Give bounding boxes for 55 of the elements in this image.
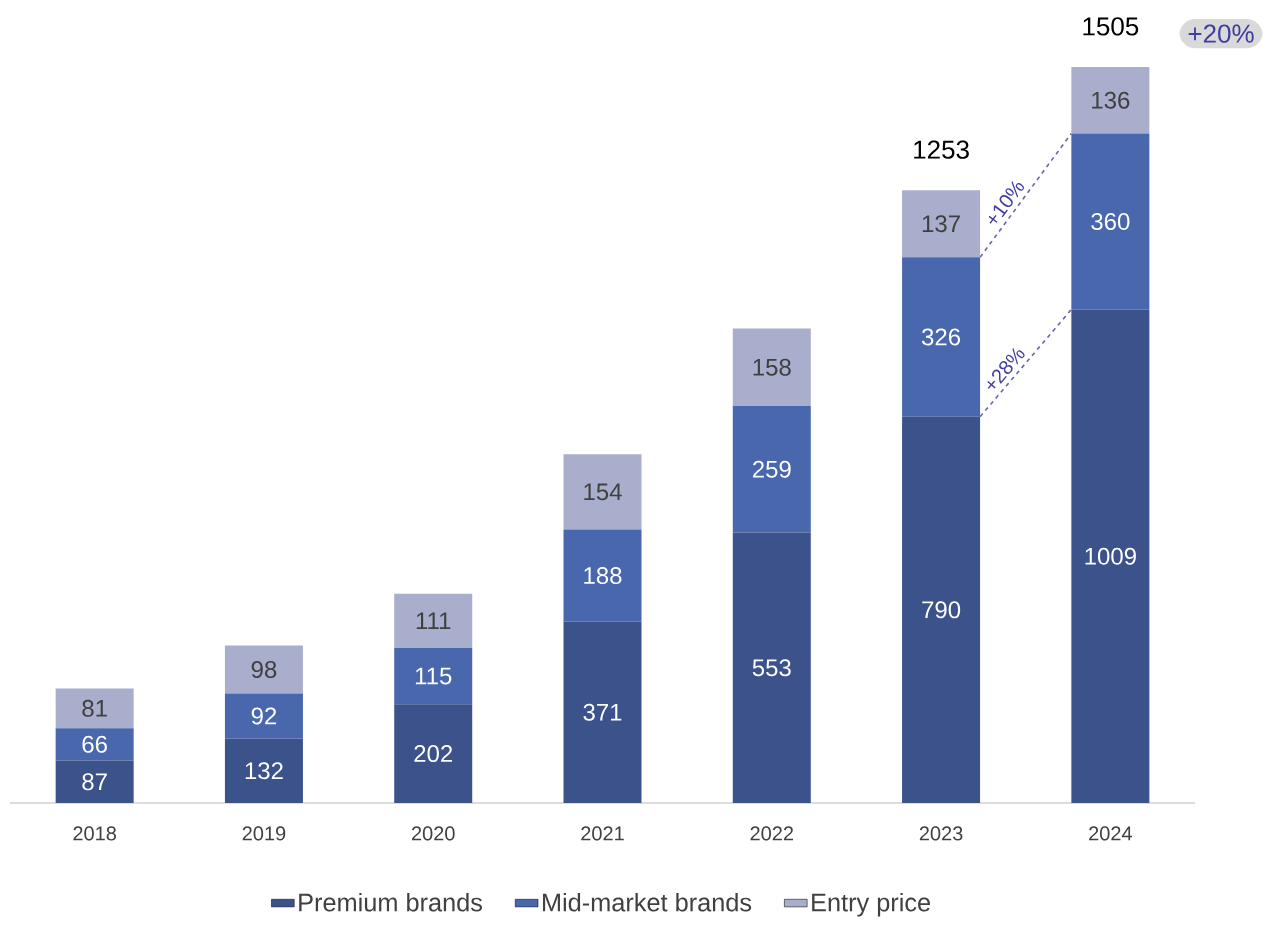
bar [224, 738, 303, 803]
data-label: 158 [753, 358, 791, 376]
x-tick-label: 2019 [242, 826, 286, 841]
bar [902, 190, 981, 258]
legend-label: Premium brands [299, 892, 483, 912]
data-label: 202 [414, 745, 453, 763]
bar [1071, 309, 1150, 803]
data-label: 360 [1091, 213, 1130, 231]
bar [1071, 66, 1150, 134]
data-label: 87 [82, 773, 107, 791]
bar [732, 532, 811, 803]
data-label: 98 [251, 660, 277, 678]
x-tick-label: 2022 [750, 826, 794, 841]
bar [394, 593, 473, 648]
text: +20% [1188, 24, 1254, 43]
x-tick-label: 2023 [919, 826, 963, 841]
data-label: 137 [922, 215, 960, 233]
bar [55, 688, 134, 729]
bar [732, 405, 811, 533]
data-label: 132 [245, 762, 283, 780]
bar [732, 328, 811, 406]
data-label: 92 [251, 707, 277, 725]
data-label: 553 [752, 659, 791, 677]
data-label: 326 [921, 328, 961, 346]
data-label: 154 [584, 483, 622, 501]
bar [394, 704, 473, 803]
total-label: 1505 [1083, 17, 1139, 36]
bar [224, 693, 303, 739]
bar [563, 454, 642, 530]
data-label: 188 [584, 567, 622, 585]
legend-label: Mid-market brands [543, 892, 752, 912]
data-label: 111 [416, 612, 451, 630]
data-label: 66 [82, 735, 107, 753]
total-label: 1253 [914, 140, 969, 159]
x-tick-label: 2020 [411, 826, 455, 841]
data-label: 136 [1092, 91, 1130, 109]
data-label: 81 [82, 699, 107, 717]
bar [55, 760, 134, 803]
data-label: 371 [583, 703, 622, 721]
bar [902, 416, 981, 803]
x-tick-label: 2024 [1089, 826, 1133, 841]
legend-label: Entry price [812, 892, 930, 917]
bar [394, 647, 473, 705]
bar [55, 728, 134, 761]
bar [224, 645, 303, 694]
data-label: 1009 [1085, 547, 1136, 565]
data-label: 115 [415, 667, 452, 685]
x-tick-label: 2018 [73, 826, 117, 841]
data-label: 259 [752, 460, 791, 478]
bar [902, 257, 981, 417]
bar [563, 621, 642, 803]
data-label: 790 [922, 601, 961, 619]
bar [1071, 133, 1150, 310]
x-tick-label: 2021 [581, 826, 624, 841]
bar [563, 529, 642, 622]
